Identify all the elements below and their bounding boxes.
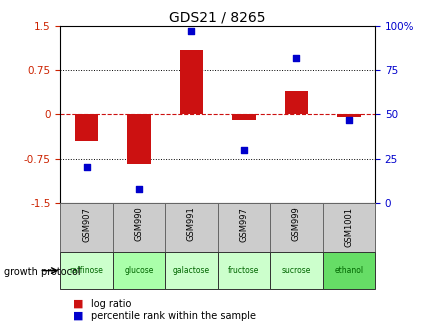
Bar xyxy=(322,203,374,252)
Title: GDS21 / 8265: GDS21 / 8265 xyxy=(169,11,265,25)
Text: ■: ■ xyxy=(73,299,83,309)
Bar xyxy=(270,252,322,289)
Text: GSM991: GSM991 xyxy=(187,207,196,241)
Bar xyxy=(217,252,270,289)
Bar xyxy=(179,50,203,114)
Point xyxy=(240,147,247,152)
Text: log ratio: log ratio xyxy=(90,299,131,309)
Bar xyxy=(231,114,255,120)
Bar xyxy=(74,114,98,141)
Text: GSM1001: GSM1001 xyxy=(344,207,353,247)
Text: ■: ■ xyxy=(73,311,83,320)
Bar xyxy=(270,203,322,252)
Bar xyxy=(113,203,165,252)
Text: fructose: fructose xyxy=(227,266,259,275)
Bar xyxy=(127,114,150,164)
Bar xyxy=(60,203,113,252)
Text: GSM999: GSM999 xyxy=(291,207,300,241)
Text: glucose: glucose xyxy=(124,266,154,275)
Bar xyxy=(165,252,217,289)
Point xyxy=(135,186,142,191)
Text: galactose: galactose xyxy=(172,266,209,275)
Point xyxy=(187,29,194,34)
Bar xyxy=(217,203,270,252)
Text: percentile rank within the sample: percentile rank within the sample xyxy=(90,311,255,320)
Bar xyxy=(284,91,307,114)
Bar xyxy=(336,114,360,117)
Point xyxy=(83,165,90,170)
Text: GSM990: GSM990 xyxy=(134,207,143,241)
Text: sucrose: sucrose xyxy=(281,266,310,275)
Text: GSM997: GSM997 xyxy=(239,207,248,242)
Text: raffinose: raffinose xyxy=(70,266,103,275)
Point xyxy=(292,55,299,60)
Text: growth protocol: growth protocol xyxy=(4,267,81,277)
Bar xyxy=(60,252,113,289)
Bar xyxy=(113,252,165,289)
Point xyxy=(344,117,351,122)
Text: ethanol: ethanol xyxy=(333,266,362,275)
Bar xyxy=(322,252,374,289)
Text: GSM907: GSM907 xyxy=(82,207,91,242)
Bar xyxy=(165,203,217,252)
